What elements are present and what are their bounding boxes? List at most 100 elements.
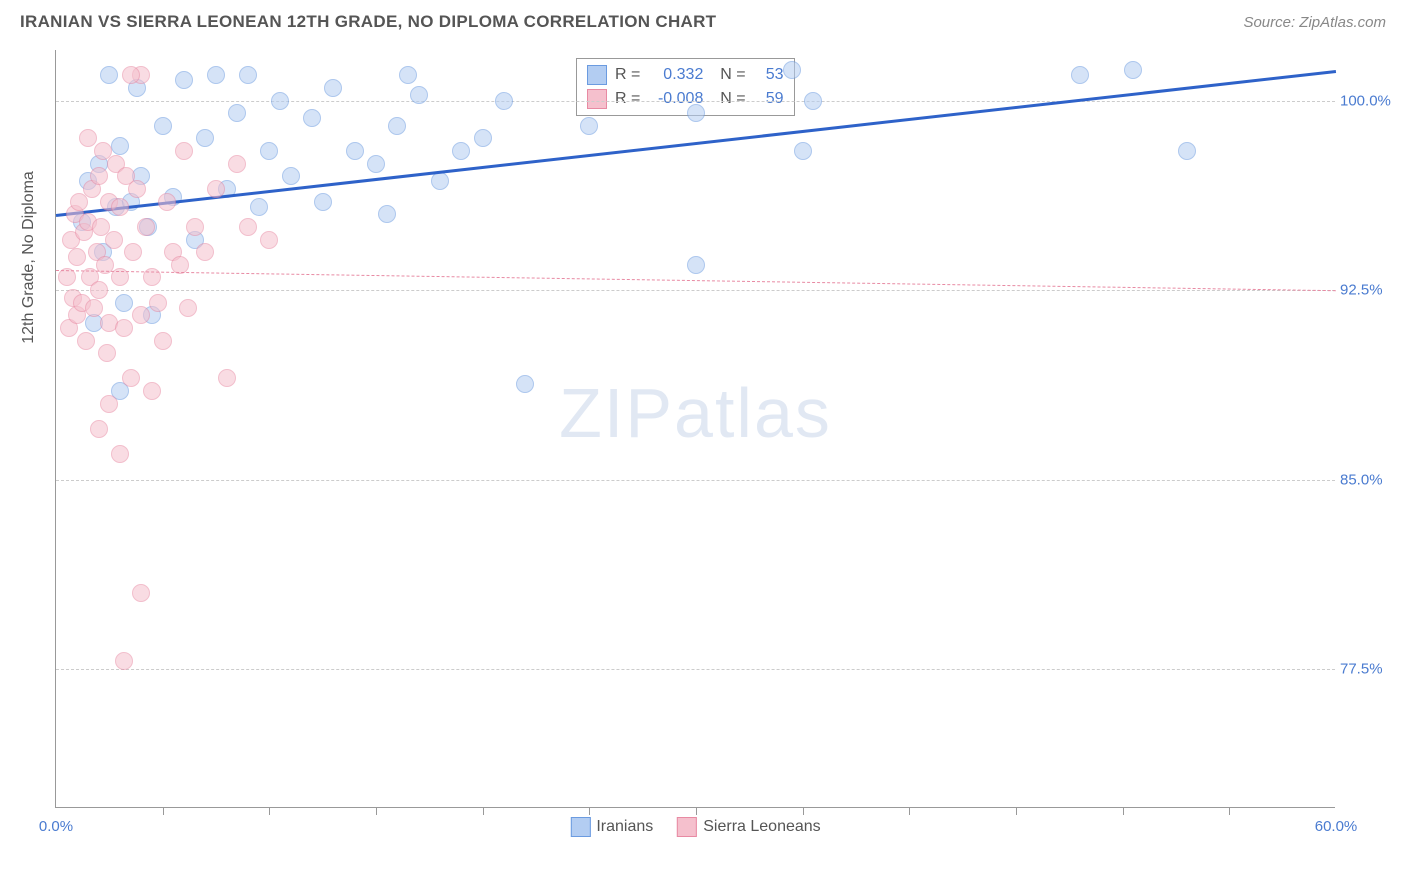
chart-header: IRANIAN VS SIERRA LEONEAN 12TH GRADE, NO… [0, 0, 1406, 40]
data-point [154, 332, 172, 350]
data-point [158, 193, 176, 211]
source-attribution: Source: ZipAtlas.com [1243, 14, 1386, 31]
data-point [271, 92, 289, 110]
chart-title: IRANIAN VS SIERRA LEONEAN 12TH GRADE, NO… [20, 12, 716, 32]
data-point [378, 205, 396, 223]
legend-swatch [570, 817, 590, 837]
x-tick [269, 807, 270, 815]
data-point [1178, 142, 1196, 160]
data-point [218, 369, 236, 387]
legend-label: Sierra Leoneans [703, 818, 820, 836]
data-point [77, 332, 95, 350]
y-tick-label: 100.0% [1340, 92, 1395, 109]
data-point [68, 248, 86, 266]
data-point [90, 420, 108, 438]
legend-r-label: R = [615, 90, 640, 108]
legend-n-label: N = [711, 90, 745, 108]
data-point [186, 218, 204, 236]
series-legend: Iranians Sierra Leoneans [570, 817, 820, 837]
data-point [239, 218, 257, 236]
data-point [132, 584, 150, 602]
data-point [128, 180, 146, 198]
data-point [687, 256, 705, 274]
data-point [115, 652, 133, 670]
data-point [149, 294, 167, 312]
data-point [100, 66, 118, 84]
data-point [783, 61, 801, 79]
data-point [314, 193, 332, 211]
x-tick-label: 0.0% [39, 818, 73, 835]
legend-r-label: R = [615, 66, 640, 84]
data-point [452, 142, 470, 160]
legend-swatch [677, 817, 697, 837]
legend-item: Iranians [570, 817, 653, 837]
data-point [495, 92, 513, 110]
data-point [115, 319, 133, 337]
x-tick [696, 807, 697, 815]
data-point [132, 306, 150, 324]
data-point [687, 104, 705, 122]
data-point [474, 129, 492, 147]
data-point [260, 142, 278, 160]
legend-item: Sierra Leoneans [677, 817, 820, 837]
data-point [367, 155, 385, 173]
legend-r-value: 0.332 [648, 66, 703, 84]
legend-n-value: 53 [754, 66, 784, 84]
x-tick [589, 807, 590, 815]
data-point [111, 445, 129, 463]
legend-row: R = 0.332 N = 53 [587, 63, 784, 87]
data-point [122, 66, 140, 84]
data-point [207, 66, 225, 84]
data-point [98, 344, 116, 362]
data-point [431, 172, 449, 190]
data-point [111, 198, 129, 216]
data-point [175, 71, 193, 89]
data-point [196, 243, 214, 261]
data-point [346, 142, 364, 160]
data-point [260, 231, 278, 249]
data-point [122, 369, 140, 387]
data-point [79, 129, 97, 147]
data-point [282, 167, 300, 185]
y-tick-label: 77.5% [1340, 661, 1395, 678]
x-tick [803, 807, 804, 815]
data-point [175, 142, 193, 160]
data-point [154, 117, 172, 135]
gridline [56, 101, 1335, 102]
watermark: ZIPatlas [559, 373, 832, 453]
x-tick [909, 807, 910, 815]
data-point [228, 104, 246, 122]
data-point [105, 231, 123, 249]
legend-label: Iranians [596, 818, 653, 836]
data-point [100, 395, 118, 413]
legend-row: R =-0.008 N =59 [587, 87, 784, 111]
data-point [303, 109, 321, 127]
x-tick [483, 807, 484, 815]
data-point [388, 117, 406, 135]
scatter-plot-area: ZIPatlas R =0.332 N =53R =-0.008 N =59 I… [55, 50, 1335, 808]
data-point [250, 198, 268, 216]
data-point [115, 294, 133, 312]
legend-n-value: 59 [754, 90, 784, 108]
data-point [794, 142, 812, 160]
data-point [324, 79, 342, 97]
data-point [516, 375, 534, 393]
gridline [56, 290, 1335, 291]
data-point [1071, 66, 1089, 84]
x-tick [163, 807, 164, 815]
y-axis-label: 12th Grade, No Diploma [20, 171, 38, 344]
gridline [56, 480, 1335, 481]
x-tick [1016, 807, 1017, 815]
y-tick-label: 85.0% [1340, 471, 1395, 488]
data-point [137, 218, 155, 236]
data-point [580, 117, 598, 135]
data-point [239, 66, 257, 84]
x-tick-label: 60.0% [1315, 818, 1358, 835]
x-tick [1123, 807, 1124, 815]
legend-n-label: N = [711, 66, 745, 84]
data-point [143, 382, 161, 400]
data-point [1124, 61, 1142, 79]
data-point [85, 299, 103, 317]
correlation-legend: R =0.332 N =53R =-0.008 N =59 [576, 58, 795, 116]
data-point [399, 66, 417, 84]
